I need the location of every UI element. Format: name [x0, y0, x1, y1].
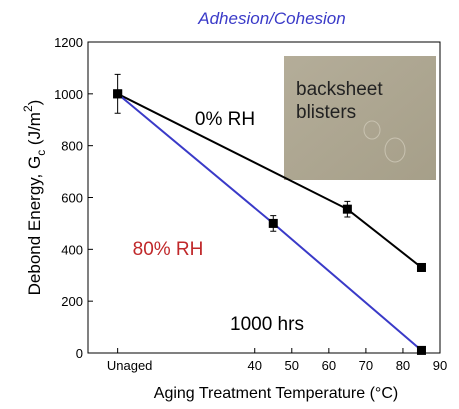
- y-axis-label-part: Debond Energy, G: [25, 156, 44, 296]
- x-tick-label: Unaged: [107, 358, 153, 373]
- x-tick-label: 60: [322, 358, 336, 373]
- y-tick-label: 0: [76, 346, 83, 361]
- inset-text: blisters: [296, 102, 356, 123]
- y-axis-label-part: (J/m: [25, 112, 44, 150]
- x-tick-label: 90: [433, 358, 447, 373]
- y-tick-label: 400: [61, 242, 83, 257]
- y-axis-label-part: c: [34, 150, 48, 156]
- x-tick-label: 70: [359, 358, 373, 373]
- series-label: 80% RH: [133, 239, 204, 260]
- y-tick-label: 600: [61, 191, 83, 206]
- blister: [363, 120, 381, 140]
- y-tick-label: 200: [61, 294, 83, 309]
- blister: [384, 137, 406, 163]
- x-axis-label: Aging Treatment Temperature (°C): [154, 385, 398, 402]
- chart-title: Adhesion/Cohesion: [197, 9, 345, 28]
- y-tick-label: 1200: [54, 35, 83, 50]
- x-tick-label: 80: [396, 358, 410, 373]
- y-axis-label: Debond Energy, Gc (J/m2): [21, 100, 48, 296]
- marker: [342, 204, 352, 214]
- marker: [113, 89, 123, 99]
- y-axis-label-part: ): [25, 100, 44, 106]
- series-label: 0% RH: [195, 109, 255, 130]
- x-tick-label: 40: [248, 358, 262, 373]
- y-tick-label: 1000: [54, 87, 83, 102]
- annotation: 1000 hrs: [230, 314, 304, 335]
- inset-photo: [284, 56, 436, 180]
- marker: [268, 218, 278, 228]
- x-tick-label: 50: [285, 358, 299, 373]
- marker: [416, 262, 426, 272]
- marker: [416, 345, 426, 355]
- y-tick-label: 800: [61, 139, 83, 154]
- inset-text: backsheet: [296, 79, 383, 100]
- y-axis-label-part: 2: [21, 105, 35, 112]
